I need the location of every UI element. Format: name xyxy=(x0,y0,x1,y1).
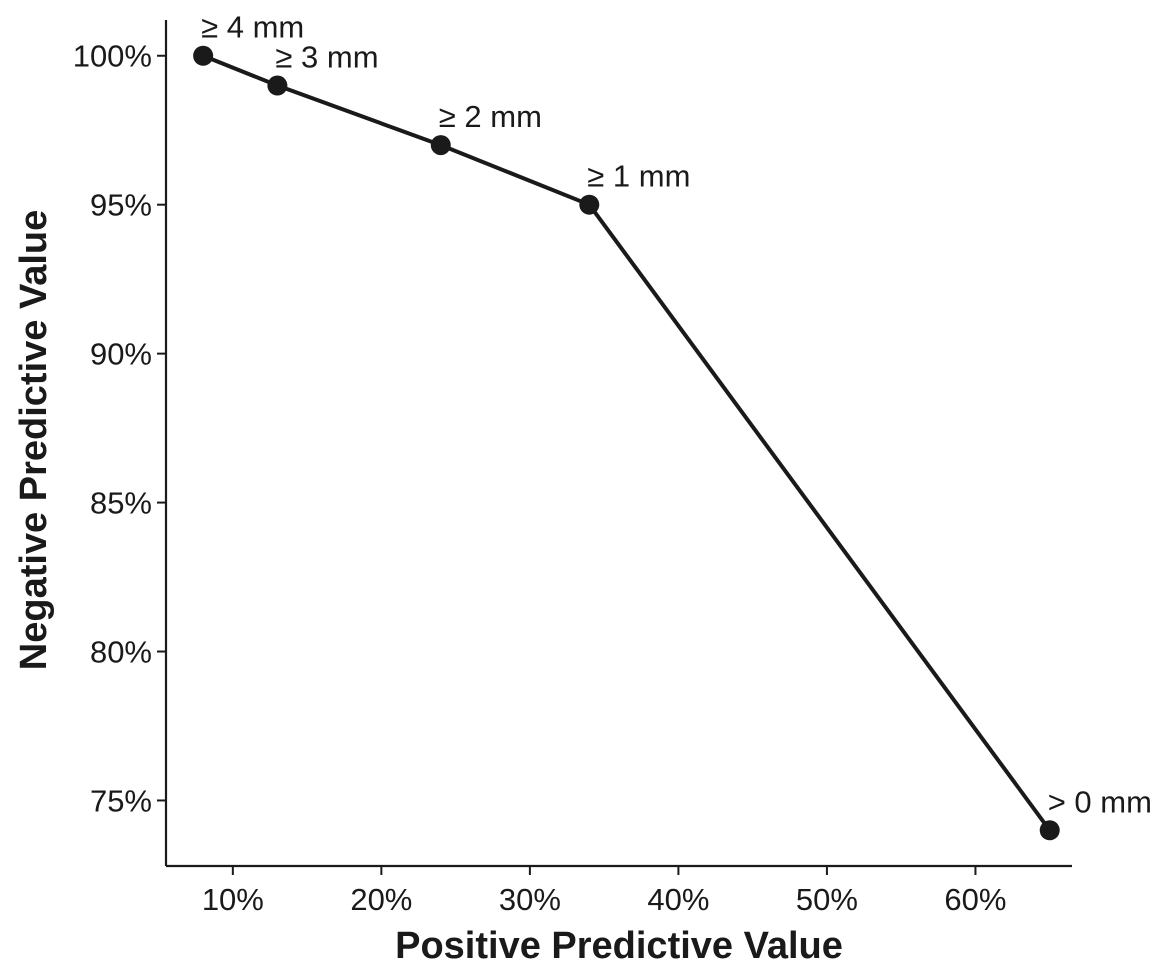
y-axis-title: Negative Predictive Value xyxy=(13,210,55,670)
x-tick-label: 50% xyxy=(796,882,858,917)
data-label: ≥ 2 mm xyxy=(439,99,542,134)
y-tick-label: 85% xyxy=(90,486,152,521)
data-label: ≥ 3 mm xyxy=(275,40,378,75)
y-tick-label: 80% xyxy=(90,635,152,670)
data-point xyxy=(1039,820,1060,841)
x-tick-label: 10% xyxy=(202,882,264,917)
data-point xyxy=(267,75,288,96)
data-point xyxy=(193,45,214,66)
x-axis-title: Positive Predictive Value xyxy=(395,925,843,967)
data-point xyxy=(579,194,600,215)
y-tick-label: 95% xyxy=(90,188,152,223)
x-tick-label: 20% xyxy=(350,882,412,917)
point-labels: ≥ 4 mm≥ 3 mm ≥ 2 mm ≥ 1 mm > 0 mm xyxy=(201,10,1152,820)
data-label: ≥ 4 mm xyxy=(201,10,304,45)
axes: 10% 20% 30% 40% 50% 60% 75% 80% 85% 90% 95% 100% xyxy=(73,20,1072,917)
y-tick-label: 100% xyxy=(73,39,152,74)
series-layer xyxy=(193,45,1060,841)
data-label: > 0 mm xyxy=(1048,784,1152,819)
data-label: ≥ 1 mm xyxy=(587,159,690,194)
x-tick-label: 30% xyxy=(499,882,561,917)
x-tick-label: 60% xyxy=(944,882,1006,917)
data-point xyxy=(430,135,451,156)
x-tick-label: 40% xyxy=(647,882,709,917)
y-tick-label: 75% xyxy=(90,783,152,818)
y-tick-label: 90% xyxy=(90,337,152,372)
